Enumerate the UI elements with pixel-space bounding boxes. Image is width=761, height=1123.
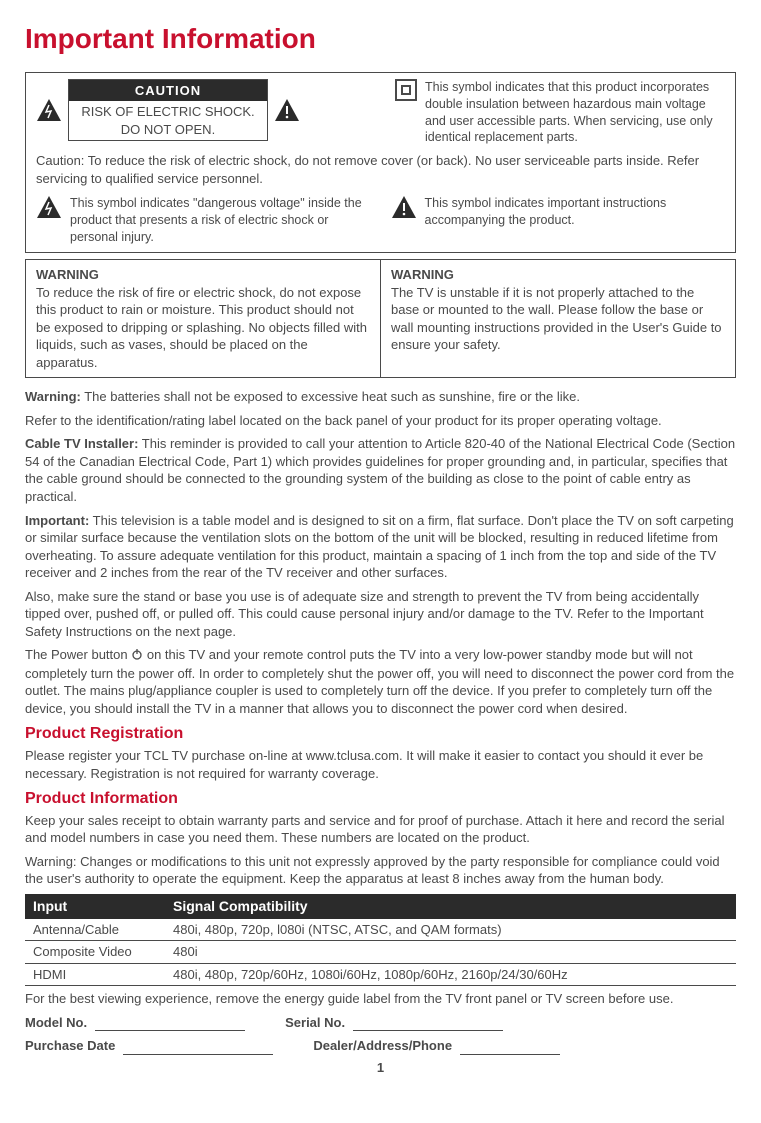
footer-note: For the best viewing experience, remove … — [25, 990, 736, 1008]
table-row: Antenna/Cable480i, 480p, 720p, l080i (NT… — [25, 919, 736, 941]
exclaim-triangle-icon — [274, 98, 300, 122]
important-text: Important: This television is a table mo… — [25, 512, 736, 582]
product-registration-heading: Product Registration — [25, 723, 736, 745]
dealer-label: Dealer/Address/Phone — [313, 1037, 452, 1055]
double-insulation-text: This symbol indicates that this product … — [425, 79, 725, 147]
serial-no-label: Serial No. — [285, 1014, 345, 1032]
dangerous-voltage-text: This symbol indicates "dangerous voltage… — [70, 195, 371, 246]
double-insulation-icon — [395, 79, 417, 101]
col-input: Input — [25, 894, 165, 919]
warning2-text: The TV is unstable if it is not properly… — [391, 284, 725, 354]
signal-table: Input Signal Compatibility Antenna/Cable… — [25, 894, 736, 987]
caution-body-1: RISK OF ELECTRIC SHOCK. — [81, 104, 254, 119]
warning-label: Warning: — [25, 389, 81, 404]
lightning-triangle-icon — [36, 98, 62, 122]
stand-text: Also, make sure the stand or base you us… — [25, 588, 736, 641]
purchase-date-label: Purchase Date — [25, 1037, 115, 1055]
product-information-text1: Keep your sales receipt to obtain warran… — [25, 812, 736, 847]
purchase-date-line — [123, 1041, 273, 1055]
exclaim-triangle-icon — [391, 195, 417, 219]
caution-body-2: DO NOT OPEN. — [121, 122, 215, 137]
serial-no-line — [353, 1017, 503, 1031]
product-information-heading: Product Information — [25, 788, 736, 810]
product-registration-text: Please register your TCL TV purchase on-… — [25, 747, 736, 782]
cable-installer-text: Cable TV Installer: This reminder is pro… — [25, 435, 736, 505]
caution-box: CAUTION RISK OF ELECTRIC SHOCK. DO NOT O… — [25, 72, 736, 253]
warning2-heading: WARNING — [391, 266, 725, 284]
warning-grid: WARNING To reduce the risk of fire or el… — [25, 259, 736, 378]
power-text: The Power button on this TV and your rem… — [25, 646, 736, 717]
model-no-label: Model No. — [25, 1014, 87, 1032]
page-title: Important Information — [25, 20, 736, 58]
caution-note: Caution: To reduce the risk of electric … — [36, 152, 725, 187]
caution-header: CAUTION — [69, 80, 267, 102]
important-instructions-text: This symbol indicates important instruct… — [425, 195, 726, 229]
table-row: Composite Video480i — [25, 941, 736, 964]
rating-label-text: Refer to the identification/rating label… — [25, 412, 736, 430]
warning1-text: To reduce the risk of fire or electric s… — [36, 284, 370, 372]
warning1-heading: WARNING — [36, 266, 370, 284]
caution-label: CAUTION RISK OF ELECTRIC SHOCK. DO NOT O… — [68, 79, 268, 142]
battery-warning: Warning: The batteries shall not be expo… — [25, 388, 736, 406]
product-information-text2: Warning: Changes or modifications to thi… — [25, 853, 736, 888]
lightning-triangle-icon — [36, 195, 62, 219]
page-number: 1 — [25, 1059, 736, 1077]
table-row: HDMI480i, 480p, 720p/60Hz, 1080i/60Hz, 1… — [25, 963, 736, 986]
dealer-line — [460, 1041, 560, 1055]
col-signal: Signal Compatibility — [165, 894, 736, 919]
model-no-line — [95, 1017, 245, 1031]
power-icon — [131, 647, 143, 665]
